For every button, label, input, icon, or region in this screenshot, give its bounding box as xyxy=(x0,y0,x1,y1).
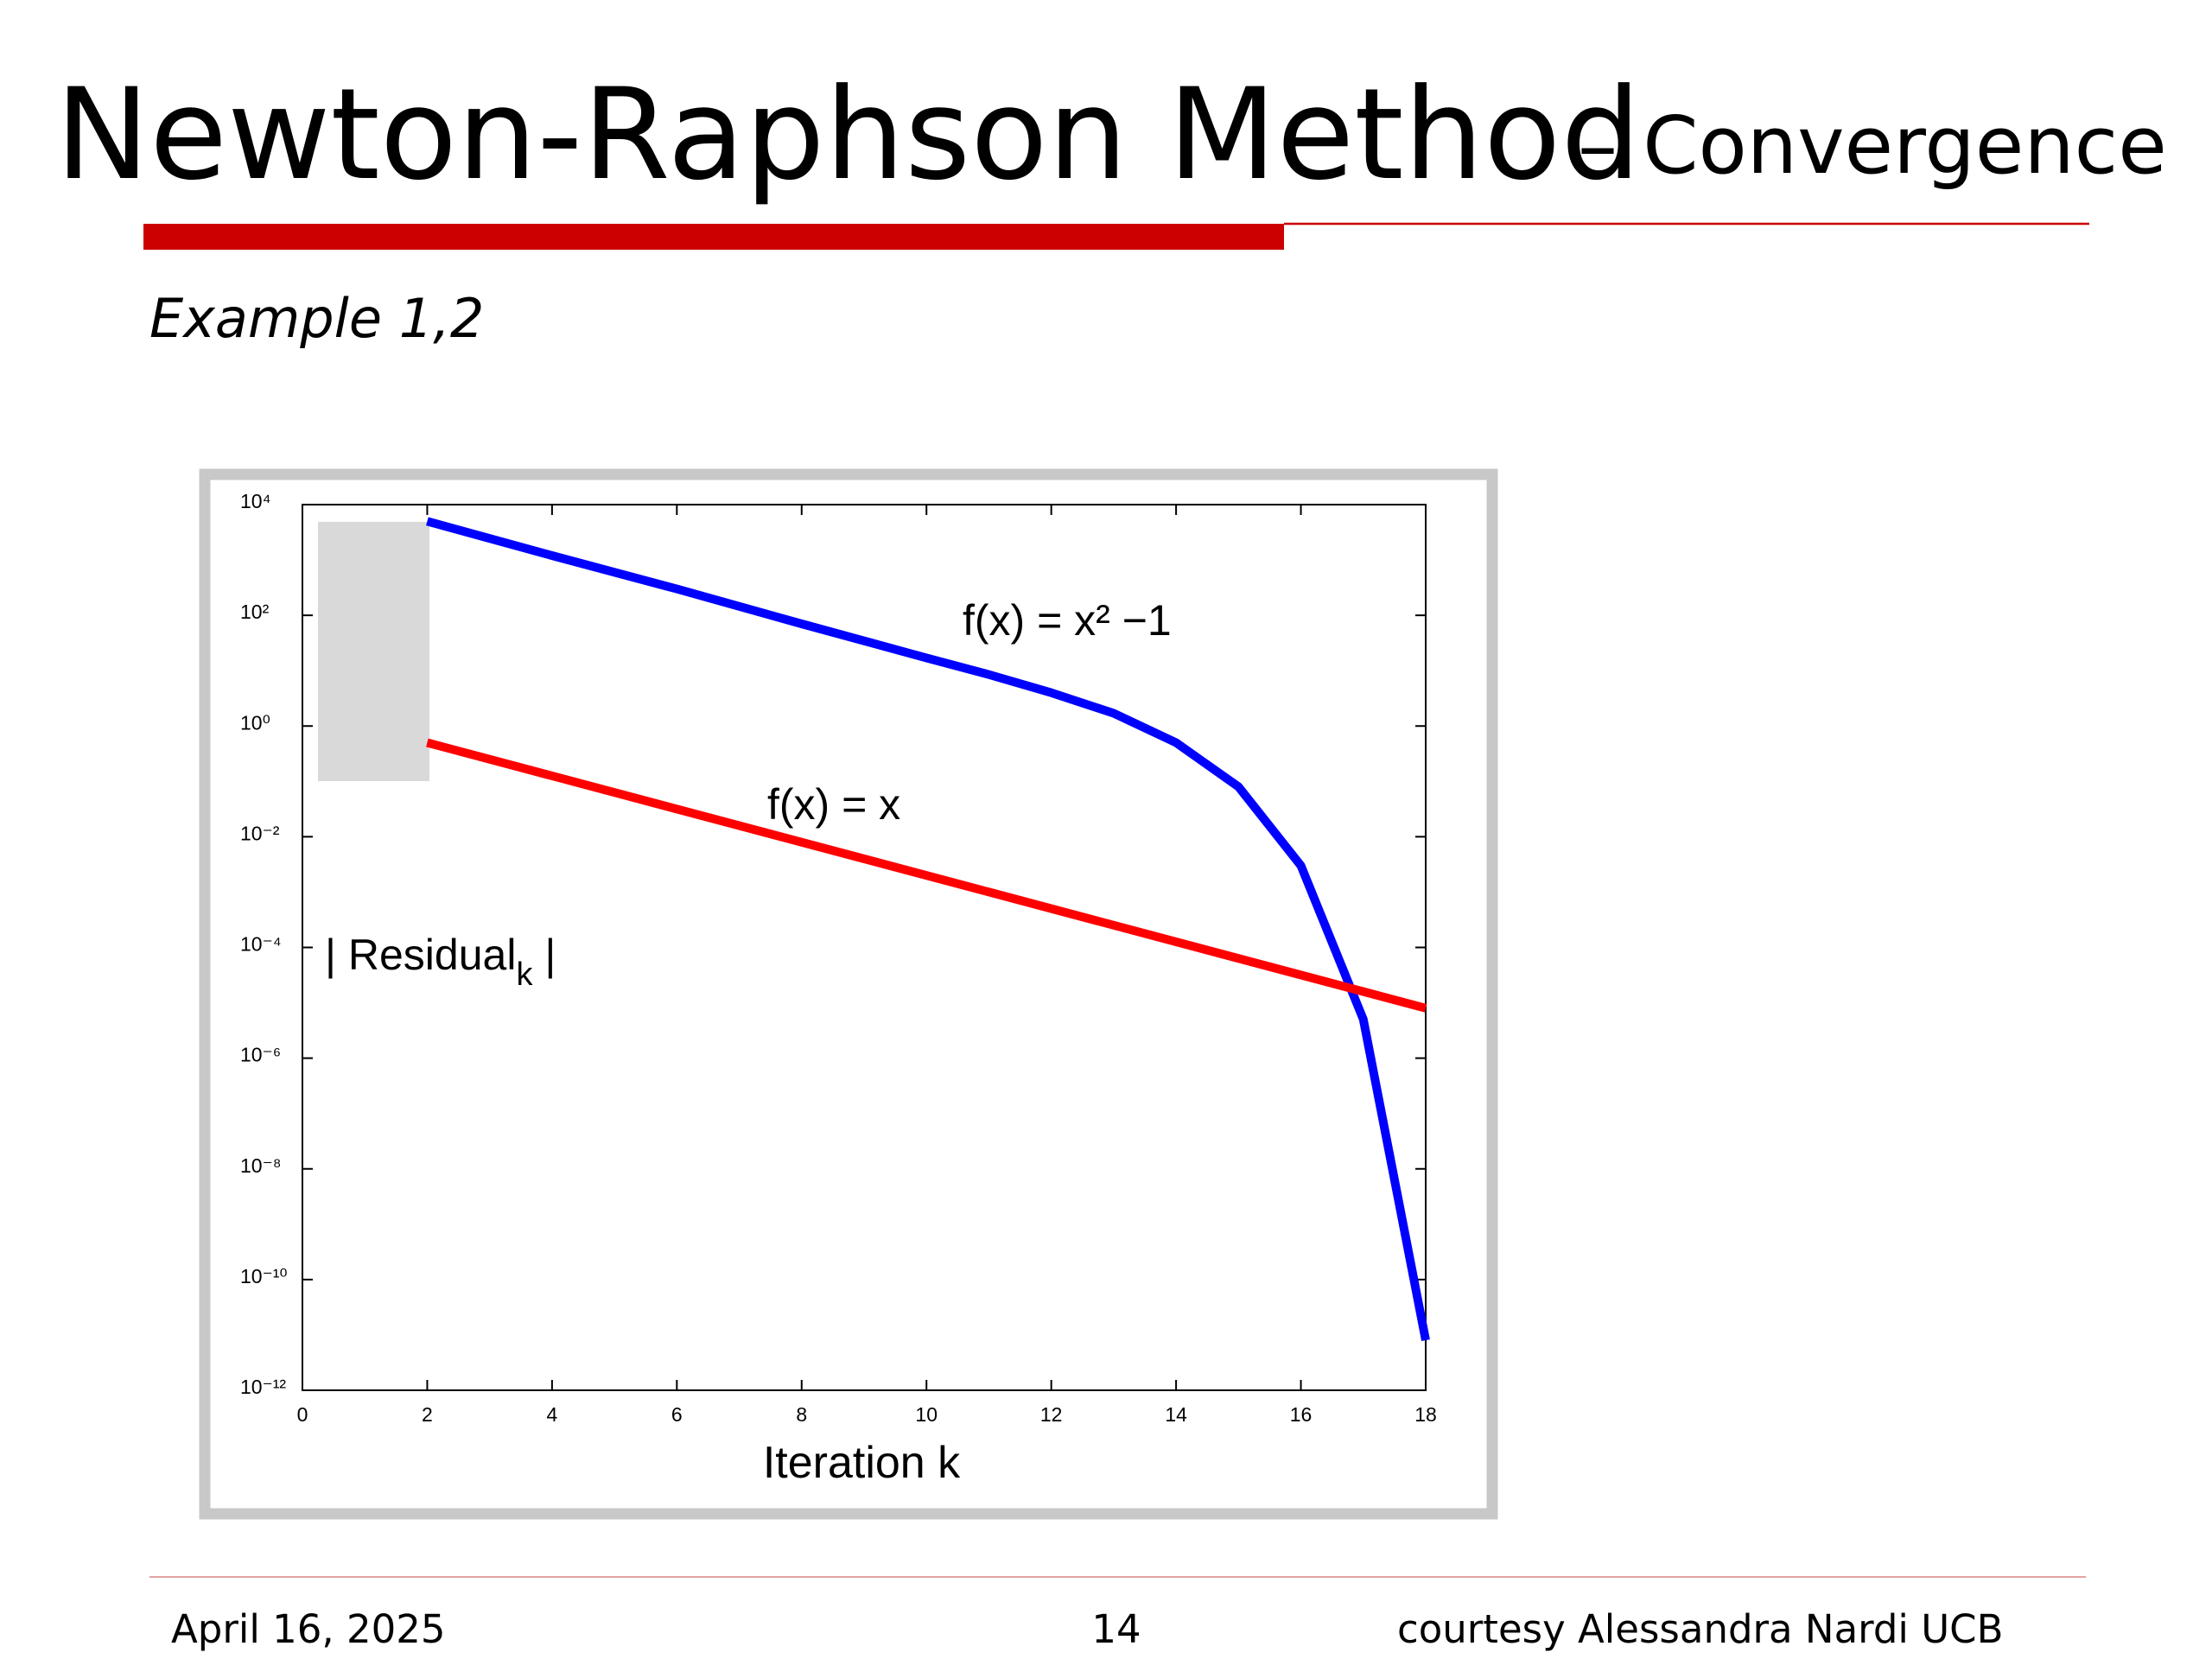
annotation: f(x) = x² −1 xyxy=(963,596,1172,645)
annotation: f(x) = x xyxy=(767,780,900,829)
y-tick-label: 10⁴ xyxy=(240,490,270,512)
x-tick-label: 8 xyxy=(796,1403,807,1426)
example-label: Example 1,2 xyxy=(149,287,484,350)
title-bar xyxy=(143,224,1284,250)
slide-subtitle: – Convergence xyxy=(1578,99,2167,192)
footer-date: April 16, 2025 xyxy=(171,1606,446,1652)
x-tick-label: 16 xyxy=(1290,1403,1313,1426)
y-axis-label: | Residualk | xyxy=(325,931,556,993)
x-tick-label: 2 xyxy=(422,1403,433,1426)
x-tick-label: 14 xyxy=(1165,1403,1187,1426)
y-tick-label: 10⁻⁴ xyxy=(240,933,282,956)
y-axis-label-sub: k xyxy=(516,957,533,993)
y-tick-label: 10⁻² xyxy=(240,822,280,844)
y-tick-label: 10⁰ xyxy=(240,711,270,734)
y-tick-label: 10² xyxy=(240,601,270,623)
x-tick-label: 10 xyxy=(915,1403,938,1426)
y-tick-label: 10⁻¹⁰ xyxy=(240,1265,288,1287)
blank-box xyxy=(318,522,429,781)
footer-credit: courtesy Alessandra Nardi UCB xyxy=(1397,1606,2003,1652)
x-tick-label: 0 xyxy=(297,1403,308,1426)
series-line xyxy=(426,738,1427,1013)
series-line xyxy=(426,517,1430,1342)
plot-area xyxy=(302,504,1427,1391)
chart: 10⁴ 10² 10⁰ 10⁻² 10⁻⁴ 10⁻⁶ 10⁻⁸ 10⁻¹⁰ 10⁻¹² 0 2 4 6 8… xyxy=(240,490,1437,1488)
x-tick-label: 6 xyxy=(671,1403,683,1426)
slide-title: Newton-Raphson Method xyxy=(55,61,1641,208)
y-tick-label: 10⁻⁸ xyxy=(240,1154,281,1177)
y-axis-label-text: | Residual xyxy=(325,931,516,979)
y-tick-label: 10⁻⁶ xyxy=(240,1044,281,1066)
x-tick-label: 18 xyxy=(1414,1403,1437,1426)
x-tick-label: 4 xyxy=(546,1403,557,1426)
x-tick-label: 12 xyxy=(1040,1403,1063,1426)
y-axis-label-end: | xyxy=(532,931,556,979)
x-axis-label: Iteration k xyxy=(763,1438,961,1488)
y-tick-label: 10⁻¹² xyxy=(240,1376,286,1398)
footer-page: 14 xyxy=(1091,1606,1141,1652)
